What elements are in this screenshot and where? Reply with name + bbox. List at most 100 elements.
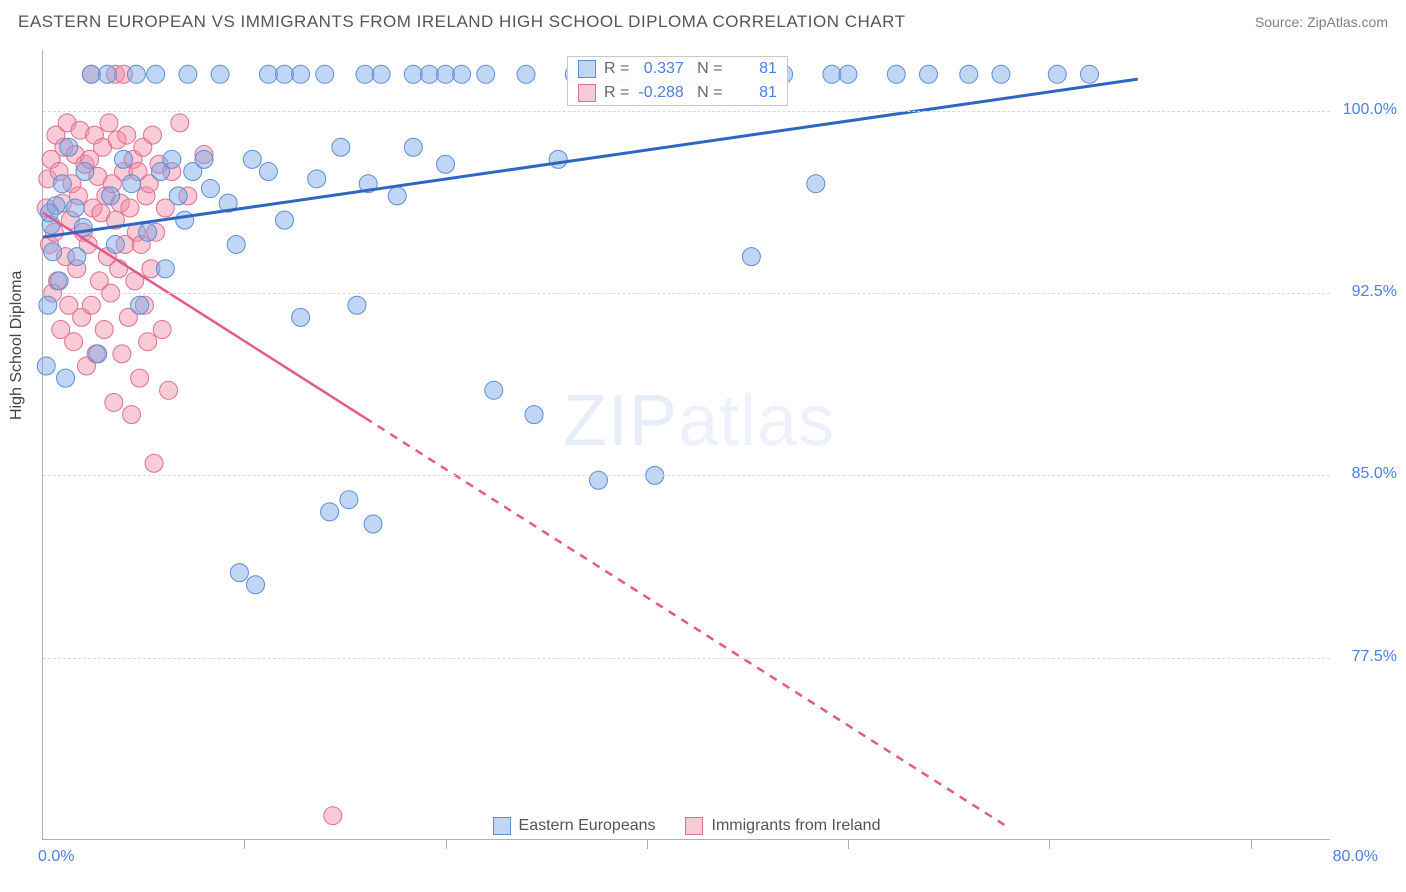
- scatter-point: [485, 381, 503, 399]
- x-axis-max-label: 80.0%: [1333, 848, 1378, 866]
- scatter-point: [308, 170, 326, 188]
- legend-stats: R = -0.288 N = 81: [604, 84, 777, 102]
- scatter-point: [123, 406, 141, 424]
- correlation-legend: R = 0.337 N = 81 R = -0.288 N = 81: [567, 56, 788, 106]
- gridline-h: [43, 111, 1330, 112]
- scatter-point: [82, 65, 100, 83]
- scatter-point: [66, 199, 84, 217]
- scatter-point: [131, 369, 149, 387]
- scatter-point: [372, 65, 390, 83]
- scatter-point: [247, 576, 265, 594]
- x-tick: [647, 840, 648, 849]
- scatter-point: [332, 138, 350, 156]
- scatter-point: [169, 187, 187, 205]
- scatter-point: [356, 65, 374, 83]
- gridline-h: [43, 658, 1330, 659]
- scatter-point: [453, 65, 471, 83]
- scatter-point: [139, 223, 157, 241]
- scatter-point: [404, 138, 422, 156]
- scatter-point: [292, 308, 310, 326]
- legend-swatch-icon: [493, 817, 511, 835]
- bottom-legend-label: Immigrants from Ireland: [712, 817, 881, 835]
- x-tick: [446, 840, 447, 849]
- scatter-point: [404, 65, 422, 83]
- scatter-point: [230, 564, 248, 582]
- scatter-point: [549, 150, 567, 168]
- scatter-point: [106, 235, 124, 253]
- scatter-point: [211, 65, 229, 83]
- scatter-point: [156, 260, 174, 278]
- scatter-point: [176, 211, 194, 229]
- x-tick: [1049, 840, 1050, 849]
- scatter-point: [195, 150, 213, 168]
- scatter-point: [113, 345, 131, 363]
- plot-svg: [43, 50, 1331, 840]
- scatter-point: [102, 187, 120, 205]
- chart-title: EASTERN EUROPEAN VS IMMIGRANTS FROM IREL…: [18, 12, 905, 32]
- scatter-point: [276, 65, 294, 83]
- scatter-point: [44, 243, 62, 261]
- scatter-point: [992, 65, 1010, 83]
- scatter-point: [259, 163, 277, 181]
- gridline-h: [43, 293, 1330, 294]
- scatter-point: [139, 333, 157, 351]
- scatter-point: [95, 321, 113, 339]
- scatter-point: [589, 471, 607, 489]
- legend-swatch-icon: [578, 84, 596, 102]
- legend-swatch-icon: [578, 60, 596, 78]
- bottom-legend-item: Eastern Europeans: [493, 817, 656, 835]
- scatter-point: [807, 175, 825, 193]
- scatter-point: [340, 491, 358, 509]
- legend-row: R = -0.288 N = 81: [568, 81, 787, 105]
- scatter-point: [143, 126, 161, 144]
- scatter-point: [227, 235, 245, 253]
- source-label: Source: ZipAtlas.com: [1255, 14, 1388, 30]
- scatter-point: [171, 114, 189, 132]
- scatter-point: [437, 155, 455, 173]
- legend-row: R = 0.337 N = 81: [568, 57, 787, 81]
- x-tick: [848, 840, 849, 849]
- scatter-point: [39, 296, 57, 314]
- scatter-point: [823, 65, 841, 83]
- x-tick: [1251, 840, 1252, 849]
- scatter-point: [321, 503, 339, 521]
- scatter-point: [57, 369, 75, 387]
- scatter-point: [364, 515, 382, 533]
- plot-area: ZIPatlas R = 0.337 N = 81R = -0.288 N = …: [42, 50, 1330, 840]
- scatter-point: [276, 211, 294, 229]
- trend-line-dashed: [365, 418, 1009, 828]
- scatter-point: [517, 65, 535, 83]
- gridline-h: [43, 475, 1330, 476]
- scatter-point: [60, 138, 78, 156]
- scatter-point: [437, 65, 455, 83]
- scatter-point: [292, 65, 310, 83]
- legend-swatch-icon: [686, 817, 704, 835]
- scatter-point: [118, 126, 136, 144]
- scatter-point: [98, 65, 116, 83]
- scatter-point: [887, 65, 905, 83]
- scatter-point: [37, 357, 55, 375]
- scatter-point: [147, 65, 165, 83]
- scatter-point: [115, 150, 133, 168]
- scatter-point: [127, 65, 145, 83]
- scatter-point: [163, 150, 181, 168]
- scatter-point: [1048, 65, 1066, 83]
- legend-stats: R = 0.337 N = 81: [604, 60, 777, 78]
- scatter-point: [53, 175, 71, 193]
- chart-header: EASTERN EUROPEAN VS IMMIGRANTS FROM IREL…: [0, 0, 1406, 40]
- trend-line: [43, 213, 365, 418]
- scatter-point: [1081, 65, 1099, 83]
- y-tick-label: 85.0%: [1337, 465, 1397, 483]
- scatter-point: [316, 65, 334, 83]
- y-axis-title: High School Diploma: [8, 271, 26, 420]
- scatter-point: [388, 187, 406, 205]
- scatter-point: [82, 296, 100, 314]
- bottom-legend-item: Immigrants from Ireland: [686, 817, 881, 835]
- scatter-point: [123, 175, 141, 193]
- scatter-point: [742, 248, 760, 266]
- scatter-point: [179, 65, 197, 83]
- scatter-point: [65, 333, 83, 351]
- scatter-point: [105, 393, 123, 411]
- scatter-point: [121, 199, 139, 217]
- scatter-point: [259, 65, 277, 83]
